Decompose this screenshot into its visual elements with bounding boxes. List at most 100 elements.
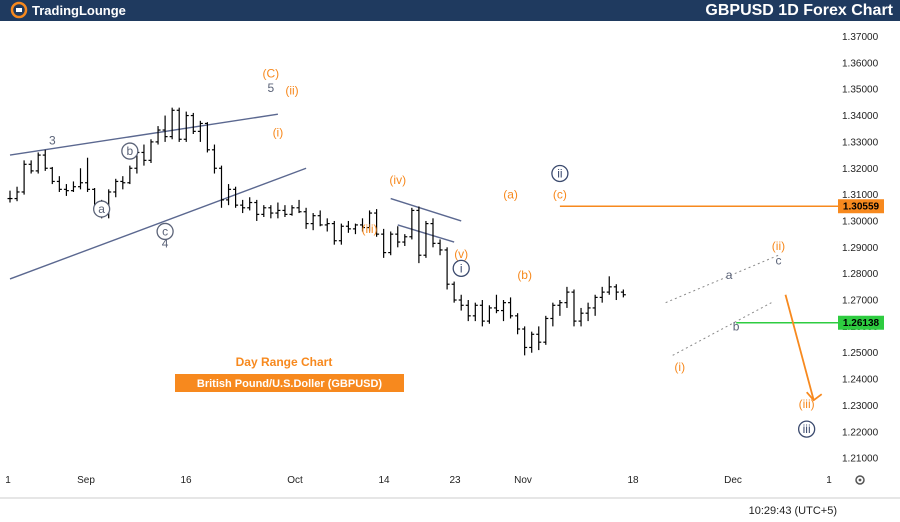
wave-label-circle (156, 222, 174, 241)
ohlc-bars (7, 107, 626, 356)
ohlc-bar (458, 294, 464, 311)
ohlc-bar (120, 176, 126, 190)
wave-label: b (733, 319, 740, 333)
ohlc-bar (606, 276, 612, 295)
wave-label: a (98, 202, 105, 216)
logo-text: TradingLounge (32, 3, 126, 18)
ohlc-bar (28, 160, 34, 174)
wave-label: (a) (503, 188, 518, 202)
wave-label: c (162, 224, 168, 238)
wave-label: (b) (517, 268, 532, 282)
lower-channel-line (9, 167, 307, 280)
y-tick-label: 1.29000 (842, 243, 879, 254)
ohlc-bar (63, 184, 69, 196)
instrument-badge-text: British Pound/U.S.Doller (GBPUSD) (197, 378, 383, 390)
x-tick-label: Dec (724, 475, 742, 486)
y-tick-label: 1.24000 (842, 375, 879, 386)
ohlc-bar (42, 149, 48, 171)
ohlc-bar (7, 190, 13, 203)
wave-labels: 3abc45(C)(ii)(i)(iii)(iv)(v)i(a)(b)ii(c)… (49, 66, 816, 438)
y-axis[interactable]: 1.37000 1.36000 1.35000 1.34000 1.33000 1.320… (838, 32, 884, 465)
ohlc-bar (599, 286, 605, 303)
ohlc-bar (268, 205, 274, 219)
wave-label: (iii) (362, 222, 378, 236)
ohlc-bar (620, 289, 626, 298)
wave-label-circle (93, 200, 111, 218)
y-tick-label: 1.34000 (842, 111, 879, 122)
wave-label: ii (557, 166, 562, 180)
ohlc-bar (176, 107, 182, 142)
logo[interactable]: TradingLounge (10, 1, 126, 19)
y-tick-label: 1.30000 (842, 216, 879, 227)
wave-label: (iv) (389, 173, 406, 187)
ohlc-bar (219, 165, 224, 208)
ohlc-bar (254, 199, 260, 221)
y-tick-label: 1.33000 (842, 137, 879, 148)
ohlc-bar (183, 111, 189, 142)
ohlc-bar (275, 202, 281, 219)
x-tick-label: 1 (5, 475, 11, 486)
wave-label: iii (803, 422, 811, 436)
wave-label: (iii) (799, 397, 815, 411)
ohlc-bar (148, 139, 154, 163)
wave-label: a (726, 268, 733, 282)
ohlc-bar (515, 313, 521, 335)
ohlc-bar (571, 289, 577, 327)
ohlc-bar (529, 331, 535, 353)
ohlc-bar (367, 210, 373, 232)
ohlc-bar (402, 234, 408, 246)
ohlc-bar (21, 160, 27, 195)
ohlc-bar (501, 300, 506, 322)
x-tick-label: Nov (514, 475, 532, 486)
y-tick-label: 1.36000 (842, 58, 879, 69)
y-tick-label: 1.23000 (842, 401, 879, 412)
ohlc-bar (204, 122, 210, 153)
ohlc-bar (296, 199, 302, 214)
wave-label: 5 (268, 81, 275, 95)
ohlc-bar (345, 220, 351, 233)
wave-label: (C) (263, 66, 280, 80)
wave-label: i (460, 261, 463, 275)
x-axis[interactable]: 1 Sep 16 Oct 14 23 Nov 18 Dec 1 (5, 475, 832, 486)
ohlc-bar (190, 112, 196, 134)
logo-icon (10, 1, 28, 19)
ohlc-bar (374, 209, 380, 237)
ohlc-bar (197, 120, 203, 142)
wave-label: (i) (273, 126, 284, 140)
projection-arrow (784, 294, 815, 401)
ohlc-bar (310, 213, 316, 231)
x-tick-label: 23 (449, 475, 461, 486)
ohlc-bar (56, 176, 62, 192)
ohlc-bar (169, 107, 175, 140)
ohlc-bar (247, 197, 253, 211)
ohlc-bar (585, 302, 591, 322)
ohlc-bar (472, 302, 478, 322)
y-tick-label: 1.28000 (842, 269, 879, 280)
upper-channel-line (9, 113, 279, 156)
x-tick-label: Oct (287, 475, 303, 486)
y-tick-label: 1.32000 (842, 164, 879, 175)
ohlc-bar (85, 157, 91, 192)
ohlc-bar (155, 126, 161, 145)
ohlc-bar (233, 186, 239, 208)
wave-label: b (127, 144, 134, 158)
ohlc-bar (613, 284, 619, 301)
ohlc-bar (261, 205, 267, 218)
x-tick-label: 18 (627, 475, 639, 486)
resistance-price-label: 1.30559 (843, 202, 880, 213)
x-tick-label: 1 (826, 475, 832, 486)
support-price-box (838, 315, 884, 330)
instrument-badge (175, 374, 404, 392)
support-price-label: 1.26138 (843, 318, 880, 329)
ohlc-bar (331, 220, 337, 245)
y-tick-label: 1.21000 (842, 454, 879, 465)
ohlc-bar (211, 144, 217, 174)
y-tick-label: 1.37000 (842, 32, 879, 43)
gear-icon[interactable] (855, 475, 865, 485)
mini-channel-lower-dotted (672, 302, 772, 356)
ohlc-bar (416, 206, 422, 264)
ohlc-bar (543, 315, 549, 345)
y-tick-label: 1.31000 (842, 190, 879, 201)
